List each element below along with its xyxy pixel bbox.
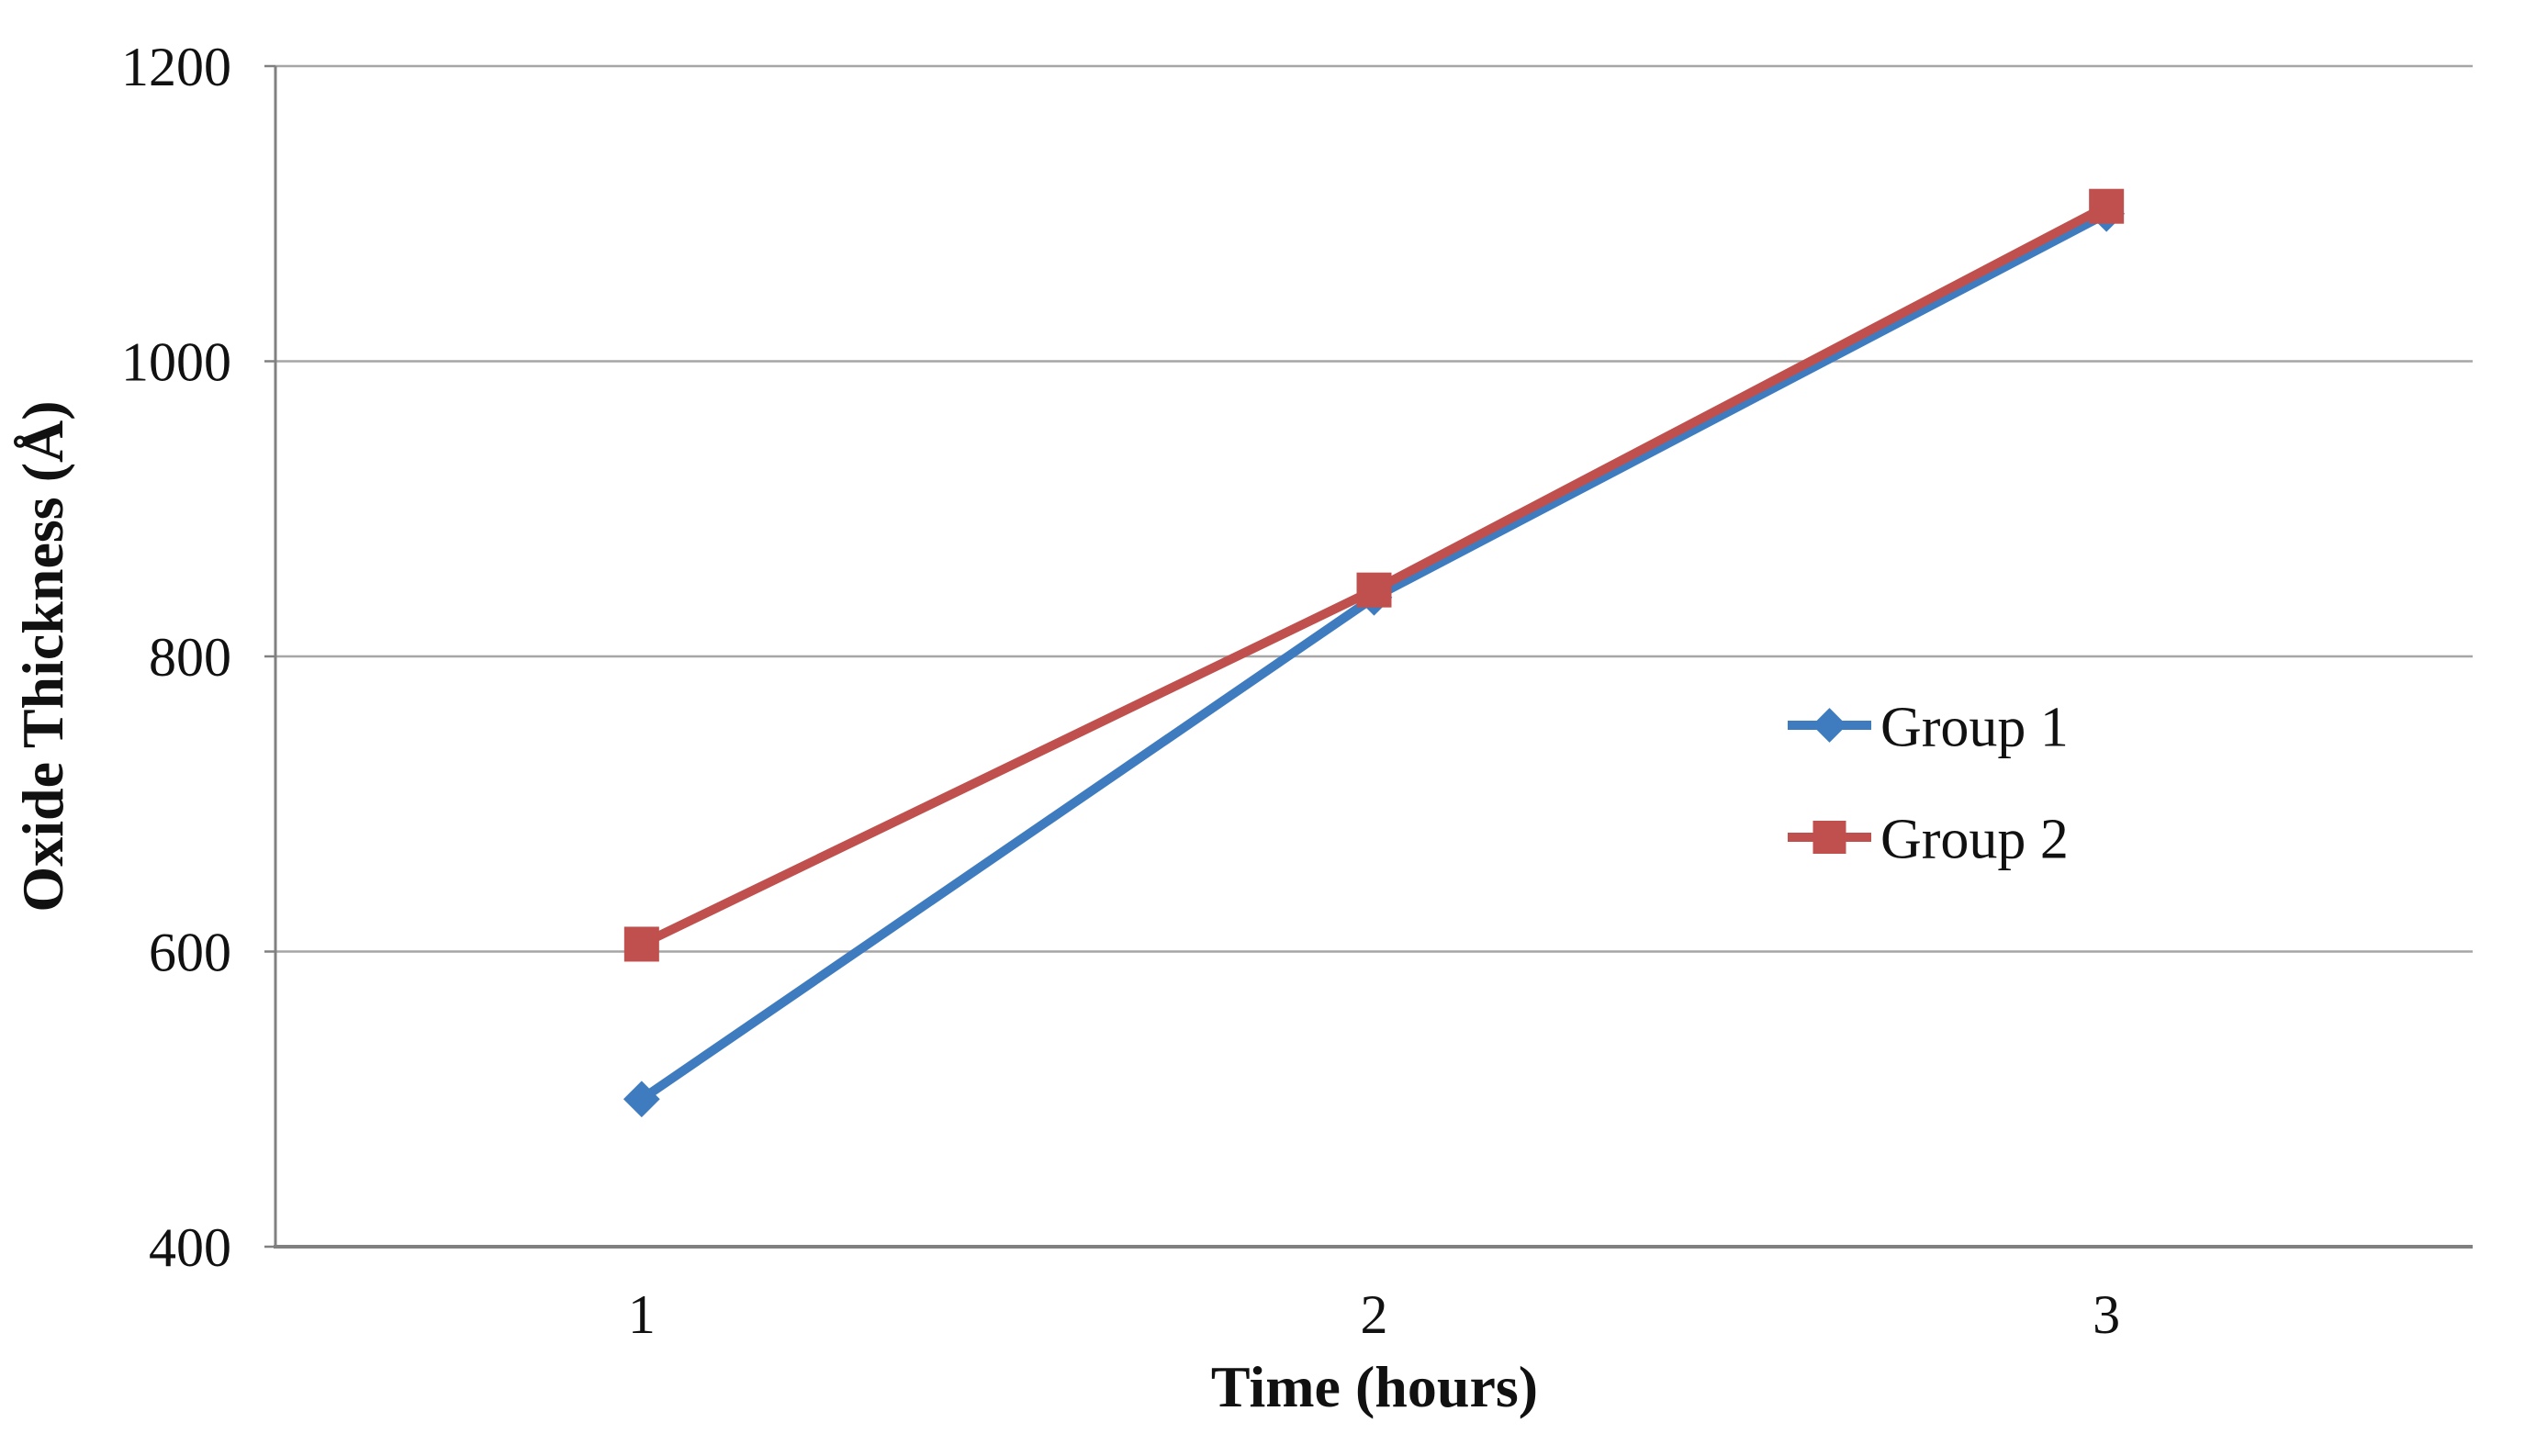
legend-marker-group-1 [1812, 708, 1847, 743]
axes [264, 64, 2473, 1249]
y-tick-label-800: 800 [149, 627, 231, 688]
data-point-group-2-x1 [623, 926, 659, 962]
y-axis-tick-labels: 400 600 800 1000 1200 [121, 37, 231, 1278]
legend-marker-group-2 [1812, 821, 1846, 854]
x-tick-label-3: 3 [2093, 1284, 2120, 1345]
x-tick-label-1: 1 [628, 1284, 656, 1345]
legend-label-group-2: Group 2 [1880, 808, 2069, 870]
x-axis-tick-labels: 1 2 3 [628, 1284, 2120, 1345]
y-axis-title: Oxide Thickness (Å) [10, 400, 75, 912]
gridlines [275, 64, 2473, 953]
y-tick-label-600: 600 [149, 923, 231, 983]
y-tick-label-1000: 1000 [121, 332, 231, 393]
legend-item-group-1: Group 1 [1788, 696, 2069, 758]
legend: Group 1 Group 2 [1788, 696, 2069, 870]
x-axis-title: Time (hours) [1211, 1354, 1538, 1419]
x-tick-label-2: 2 [1361, 1284, 1388, 1345]
legend-label-group-1: Group 1 [1880, 696, 2069, 758]
data-point-group-2-x2 [1356, 572, 1392, 608]
y-tick-label-400: 400 [149, 1217, 231, 1278]
y-tick-label-1200: 1200 [121, 37, 231, 97]
series-layer [623, 188, 2126, 1118]
legend-item-group-2: Group 2 [1788, 808, 2069, 870]
data-point-group-2-x3 [2089, 188, 2125, 224]
